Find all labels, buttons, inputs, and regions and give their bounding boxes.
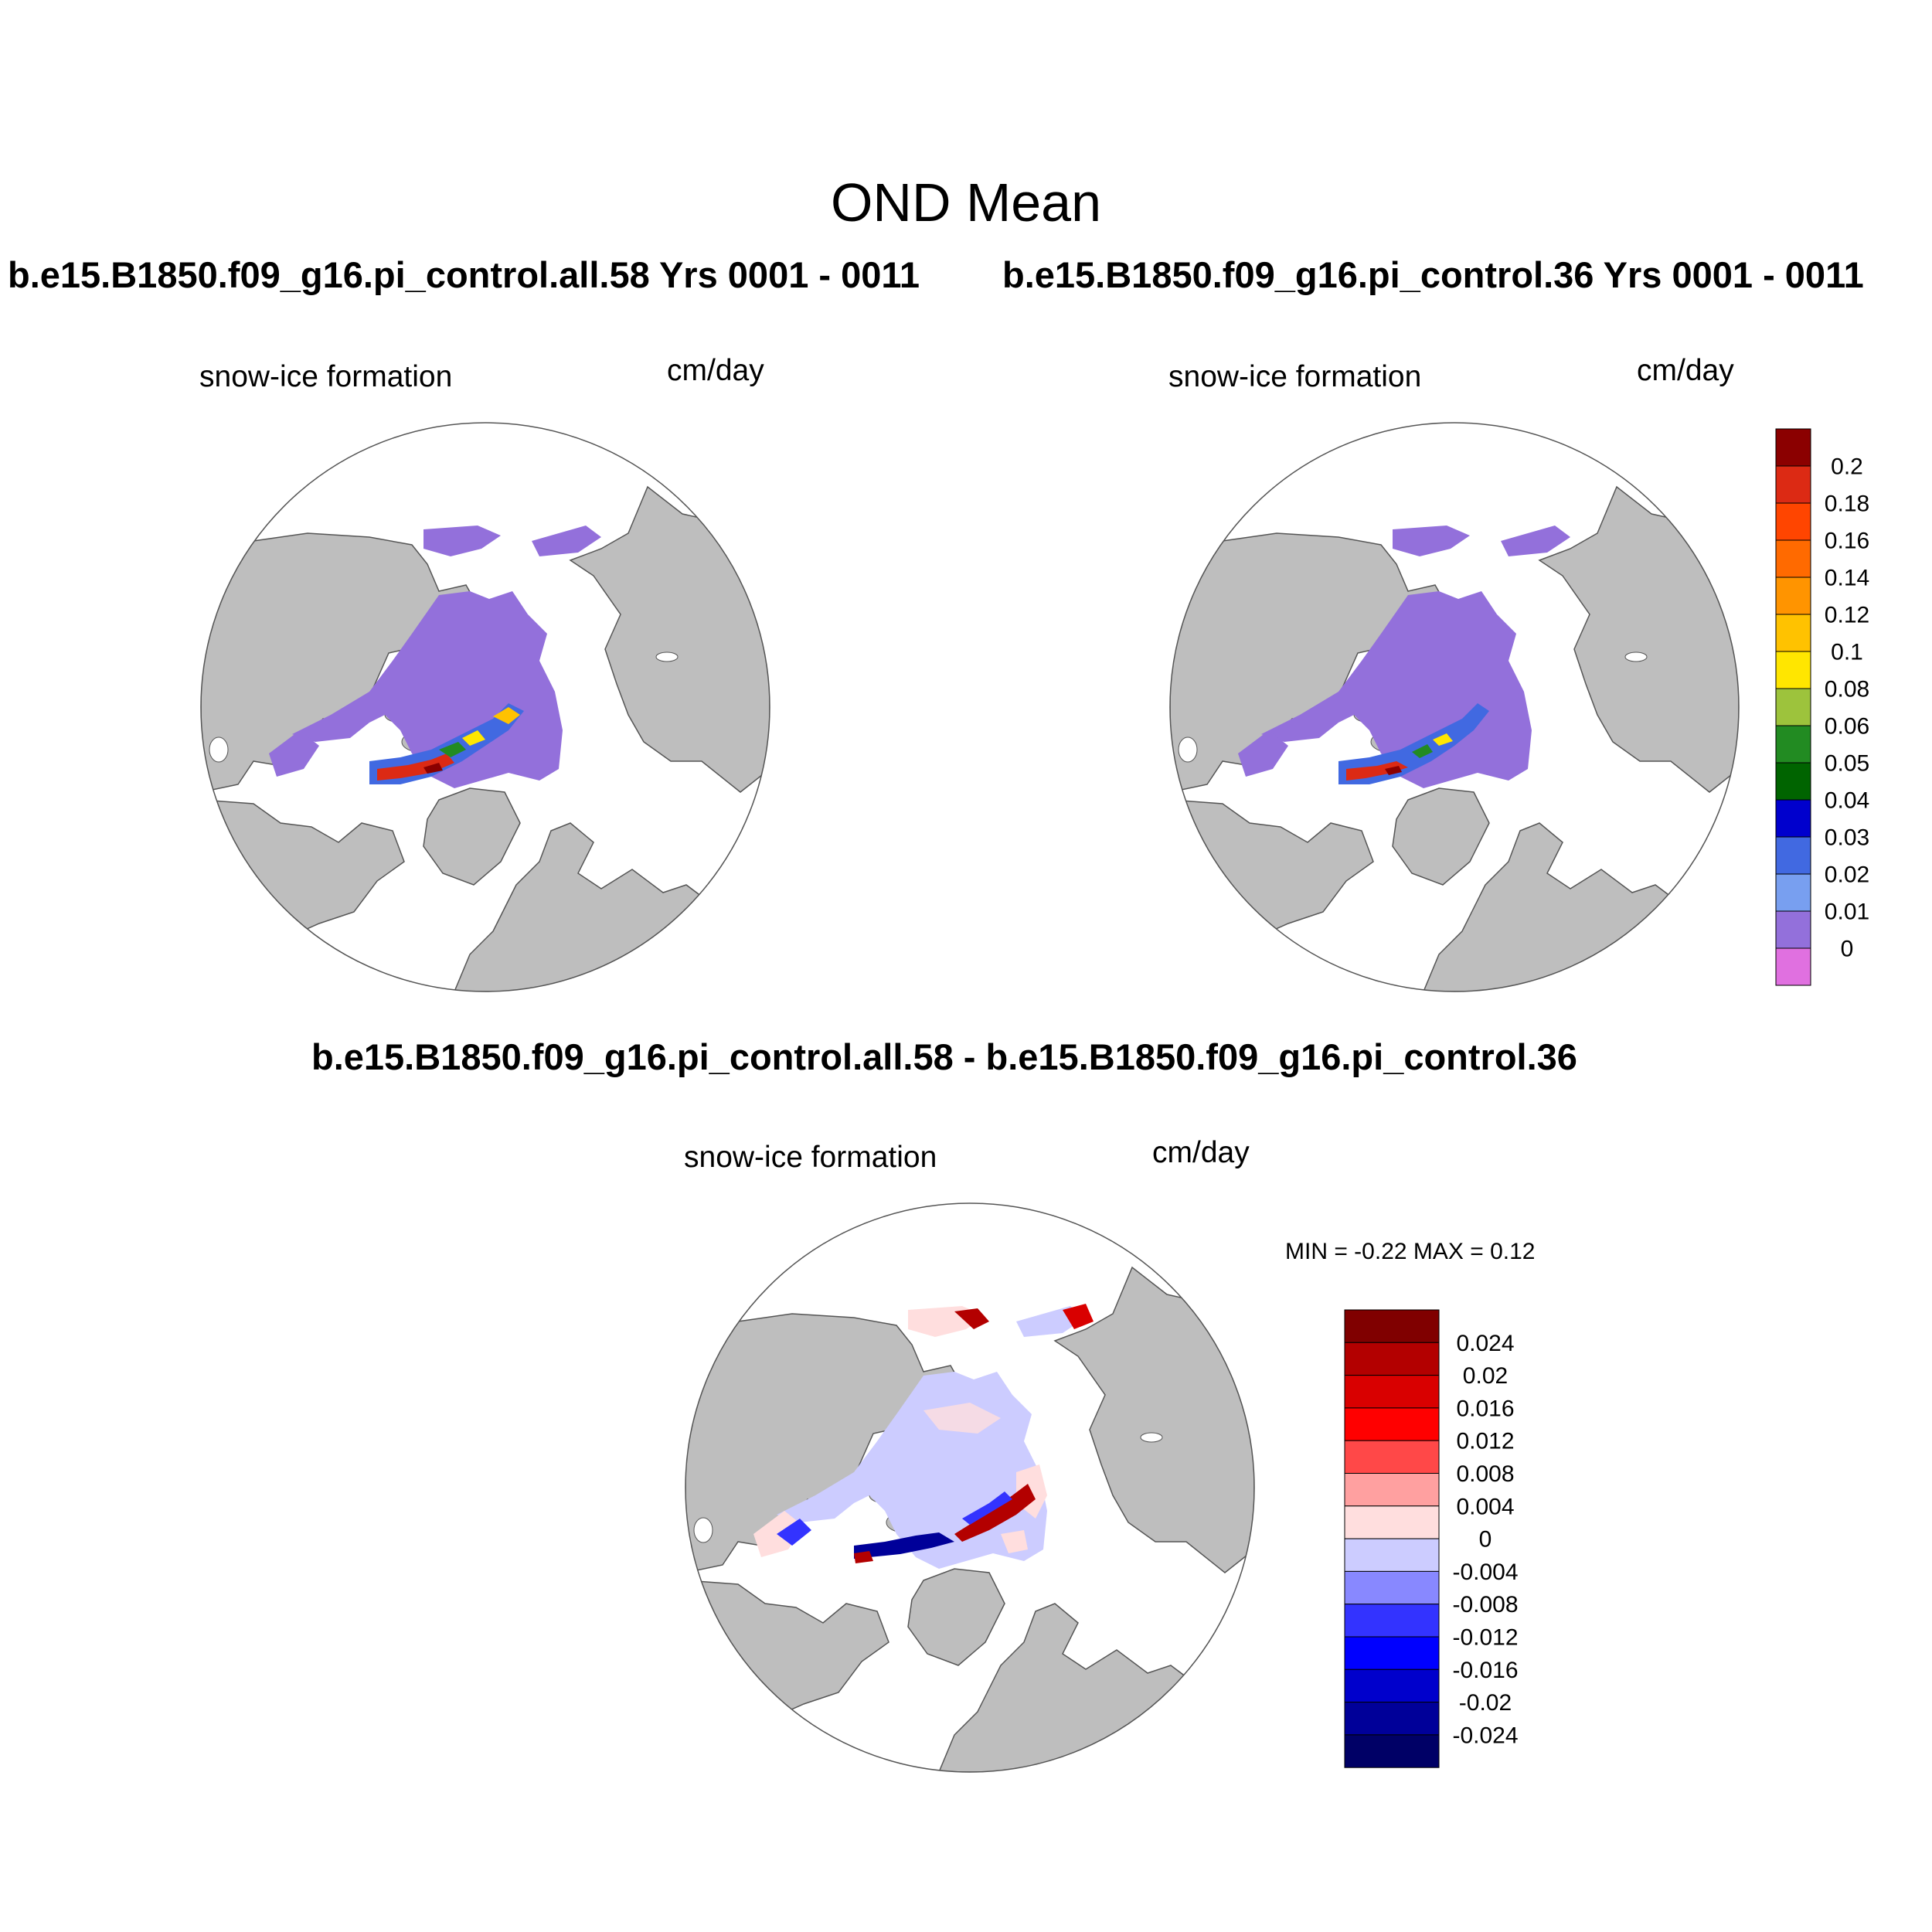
main-colorbar-tick-label: 0.01 — [1825, 900, 1869, 925]
main-colorbar-swatch — [1775, 836, 1811, 875]
top-right-map — [1169, 422, 1740, 992]
difference-colorbar-tick-label: -0.012 — [1452, 1625, 1518, 1651]
difference-colorbar-swatch — [1344, 1636, 1440, 1670]
difference-map — [685, 1202, 1255, 1773]
main-colorbar-tick-label: 0.02 — [1825, 862, 1869, 888]
difference-colorbar-tick-label: 0.016 — [1456, 1396, 1514, 1421]
main-colorbar-tick-label: 0.04 — [1825, 788, 1869, 814]
difference-colorbar-swatch — [1344, 1668, 1440, 1703]
difference-colorbar-tick-label: -0.008 — [1452, 1592, 1518, 1617]
difference-colorbar-tick-label: 0.012 — [1456, 1429, 1514, 1454]
difference-colorbar-tick-label: 0.02 — [1463, 1363, 1508, 1389]
main-colorbar-tick-label: 0.14 — [1825, 566, 1869, 591]
main-colorbar-tick-label: 0.12 — [1825, 603, 1869, 628]
main-colorbar-swatch — [1775, 725, 1811, 764]
figure-title: OND Mean — [830, 172, 1102, 233]
top-left-case-title: b.e15.B1850.f09_g16.pi_control.all.58 Yr… — [8, 254, 920, 295]
difference-colorbar-swatch — [1344, 1538, 1440, 1572]
difference-colorbar-swatch — [1344, 1604, 1440, 1638]
main-colorbar: 0.2 0.18 0.16 0.14 0.12 0.1 0.08 0.06 0.05 0.04 0.… — [1775, 428, 1869, 986]
difference-units-label: cm/day — [1152, 1136, 1250, 1169]
difference-colorbar: 0.024 0.02 0.016 0.012 0.008 0.004 0 -0.004 -0.0… — [1344, 1309, 1519, 1768]
main-colorbar-swatch — [1775, 799, 1811, 838]
main-colorbar-tick-label: 0.2 — [1831, 454, 1863, 480]
main-colorbar-swatch — [1775, 762, 1811, 801]
main-colorbar-swatch — [1775, 910, 1811, 949]
difference-colorbar-swatch — [1344, 1570, 1440, 1605]
main-colorbar-tick-label: 0.1 — [1831, 640, 1863, 665]
main-colorbar-swatch — [1775, 688, 1811, 726]
difference-colorbar-swatch — [1344, 1702, 1440, 1736]
main-colorbar-tick-label: 0.18 — [1825, 492, 1869, 517]
main-colorbar-tick-label: 0.16 — [1825, 529, 1869, 554]
main-colorbar-swatch — [1775, 873, 1811, 912]
top-left-units-label: cm/day — [667, 354, 764, 387]
main-colorbar-swatch — [1775, 577, 1811, 615]
main-colorbar-swatch — [1775, 539, 1811, 578]
difference-minmax-label: MIN = -0.22 MAX = 0.12 — [1285, 1239, 1536, 1264]
difference-colorbar-swatch — [1344, 1375, 1440, 1409]
main-colorbar-tick-label: 0 — [1841, 937, 1854, 962]
difference-colorbar-tick-label: 0.004 — [1456, 1494, 1514, 1519]
difference-colorbar-swatch — [1344, 1342, 1440, 1376]
difference-colorbar-swatch — [1344, 1440, 1440, 1474]
difference-colorbar-tick-label: 0.008 — [1456, 1461, 1514, 1487]
top-right-case-title: b.e15.B1850.f09_g16.pi_control.36 Yrs 00… — [1002, 254, 1864, 295]
main-colorbar-tick-label: 0.03 — [1825, 825, 1869, 851]
main-colorbar-tick-label: 0.05 — [1825, 751, 1869, 777]
main-colorbar-tick-label: 0.08 — [1825, 677, 1869, 702]
main-colorbar-swatch — [1775, 465, 1811, 504]
main-colorbar-tick-label: 0.06 — [1825, 714, 1869, 740]
difference-colorbar-tick-label: -0.02 — [1459, 1690, 1512, 1716]
top-left-map — [200, 422, 770, 992]
difference-case-title: b.e15.B1850.f09_g16.pi_control.all.58 - … — [311, 1036, 1577, 1077]
main-colorbar-swatch — [1775, 502, 1811, 541]
difference-colorbar-tick-label: 0 — [1479, 1527, 1492, 1553]
difference-colorbar-swatch — [1344, 1473, 1440, 1507]
difference-variable-label: snow-ice formation — [684, 1141, 937, 1174]
top-right-variable-label: snow-ice formation — [1168, 360, 1422, 393]
top-left-variable-label: snow-ice formation — [199, 360, 453, 393]
main-colorbar-swatch — [1775, 947, 1811, 986]
top-right-units-label: cm/day — [1637, 354, 1734, 387]
main-colorbar-swatch — [1775, 614, 1811, 652]
difference-colorbar-swatch — [1344, 1309, 1440, 1343]
difference-colorbar-tick-label: -0.024 — [1452, 1723, 1518, 1748]
difference-colorbar-tick-label: -0.004 — [1452, 1560, 1518, 1585]
difference-colorbar-swatch — [1344, 1734, 1440, 1768]
difference-colorbar-tick-label: -0.016 — [1452, 1658, 1518, 1683]
difference-colorbar-tick-label: 0.024 — [1456, 1331, 1514, 1356]
main-colorbar-swatch — [1775, 651, 1811, 689]
difference-colorbar-swatch — [1344, 1505, 1440, 1539]
main-colorbar-swatch — [1775, 428, 1811, 467]
difference-colorbar-swatch — [1344, 1407, 1440, 1441]
